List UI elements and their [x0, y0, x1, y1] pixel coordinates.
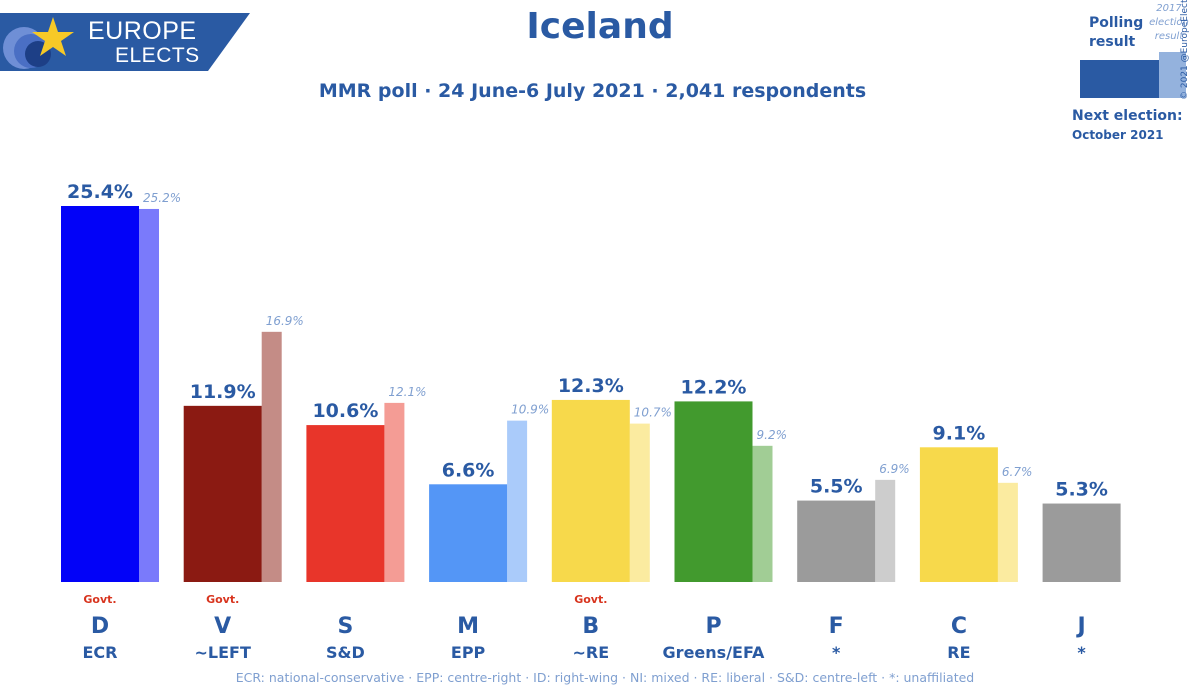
previous-bar-C — [997, 482, 1018, 582]
previous-label-V: 16.9% — [266, 314, 304, 328]
previous-label-B: 10.7% — [634, 406, 672, 420]
poll-bar-S — [306, 425, 385, 582]
group-label-F: * — [832, 643, 841, 662]
legend-previous-label: 2017 election result — [1149, 3, 1189, 42]
party-label-M: M — [457, 614, 479, 639]
poll-bar-F — [797, 500, 876, 582]
previous-label-D: 25.2% — [143, 191, 181, 205]
previous-bar-P — [752, 445, 773, 582]
previous-label-C: 6.7% — [1002, 465, 1033, 479]
party-label-S: S — [337, 614, 353, 639]
poll-bar-B — [551, 399, 630, 582]
poll-label-M: 6.6% — [442, 459, 495, 481]
poll-bar-P — [674, 401, 753, 582]
legend: Polling result 2017 election result Next… — [1060, 0, 1200, 150]
legend-polling-swatch — [1080, 60, 1159, 98]
legend-previous-swatch — [1159, 52, 1186, 98]
previous-bar-S — [384, 402, 405, 582]
logo-line2: ELECTS — [115, 44, 200, 67]
footnote: ECR: national-conservative · EPP: centre… — [235, 670, 975, 685]
logo-graphic — [0, 13, 250, 71]
logo-line1: EUROPE — [88, 17, 197, 45]
europe-elects-logo: EUROPE ELECTS — [0, 13, 250, 71]
group-label-M: EPP — [451, 643, 486, 662]
poll-label-D: 25.4% — [67, 181, 133, 203]
party-label-B: B — [582, 614, 599, 639]
poll-bar-M — [429, 484, 508, 582]
party-label-J: J — [1076, 614, 1086, 639]
previous-bar-D — [139, 208, 159, 582]
group-label-B: ~RE — [572, 643, 609, 662]
group-label-V: ~LEFT — [195, 643, 251, 662]
party-label-C: C — [951, 614, 967, 639]
poll-bar-V — [183, 405, 262, 582]
party-label-P: P — [705, 614, 721, 639]
govt-label-D: Govt. — [83, 593, 116, 606]
poll-label-V: 11.9% — [190, 381, 256, 403]
previous-bar-M — [507, 420, 528, 582]
party-label-V: V — [214, 614, 231, 639]
poll-label-J: 5.3% — [1055, 479, 1108, 501]
govt-label-B: Govt. — [574, 593, 607, 606]
poll-label-F: 5.5% — [810, 476, 863, 498]
previous-label-F: 6.9% — [879, 462, 910, 476]
poll-bar-J — [1042, 503, 1121, 582]
previous-label-M: 10.9% — [511, 403, 549, 417]
previous-label-P: 9.2% — [757, 428, 788, 442]
group-label-J: * — [1077, 643, 1086, 662]
chart-title: Iceland — [526, 6, 674, 47]
poll-label-P: 12.2% — [681, 376, 747, 398]
legend-polling-label: Polling result — [1089, 15, 1144, 50]
govt-label-V: Govt. — [206, 593, 239, 606]
next-election-date: October 2021 — [1072, 128, 1164, 142]
group-label-P: Greens/EFA — [663, 643, 766, 662]
previous-bar-V — [261, 331, 282, 582]
group-label-D: ECR — [83, 643, 118, 662]
party-label-D: D — [91, 614, 109, 639]
group-label-S: S&D — [326, 643, 365, 662]
previous-bar-B — [629, 423, 650, 582]
poll-bar-C — [919, 447, 998, 582]
previous-bar-F — [875, 479, 896, 582]
poll-bar-D — [61, 206, 139, 582]
poll-label-B: 12.3% — [558, 375, 624, 397]
party-label-F: F — [829, 614, 844, 639]
previous-label-S: 12.1% — [388, 385, 426, 399]
next-election-label: Next election: — [1072, 108, 1183, 124]
chart-subtitle: MMR poll · 24 June-6 July 2021 · 2,041 r… — [318, 80, 867, 102]
poll-label-C: 9.1% — [933, 422, 986, 444]
poll-label-S: 10.6% — [312, 400, 378, 422]
group-label-C: RE — [947, 643, 970, 662]
